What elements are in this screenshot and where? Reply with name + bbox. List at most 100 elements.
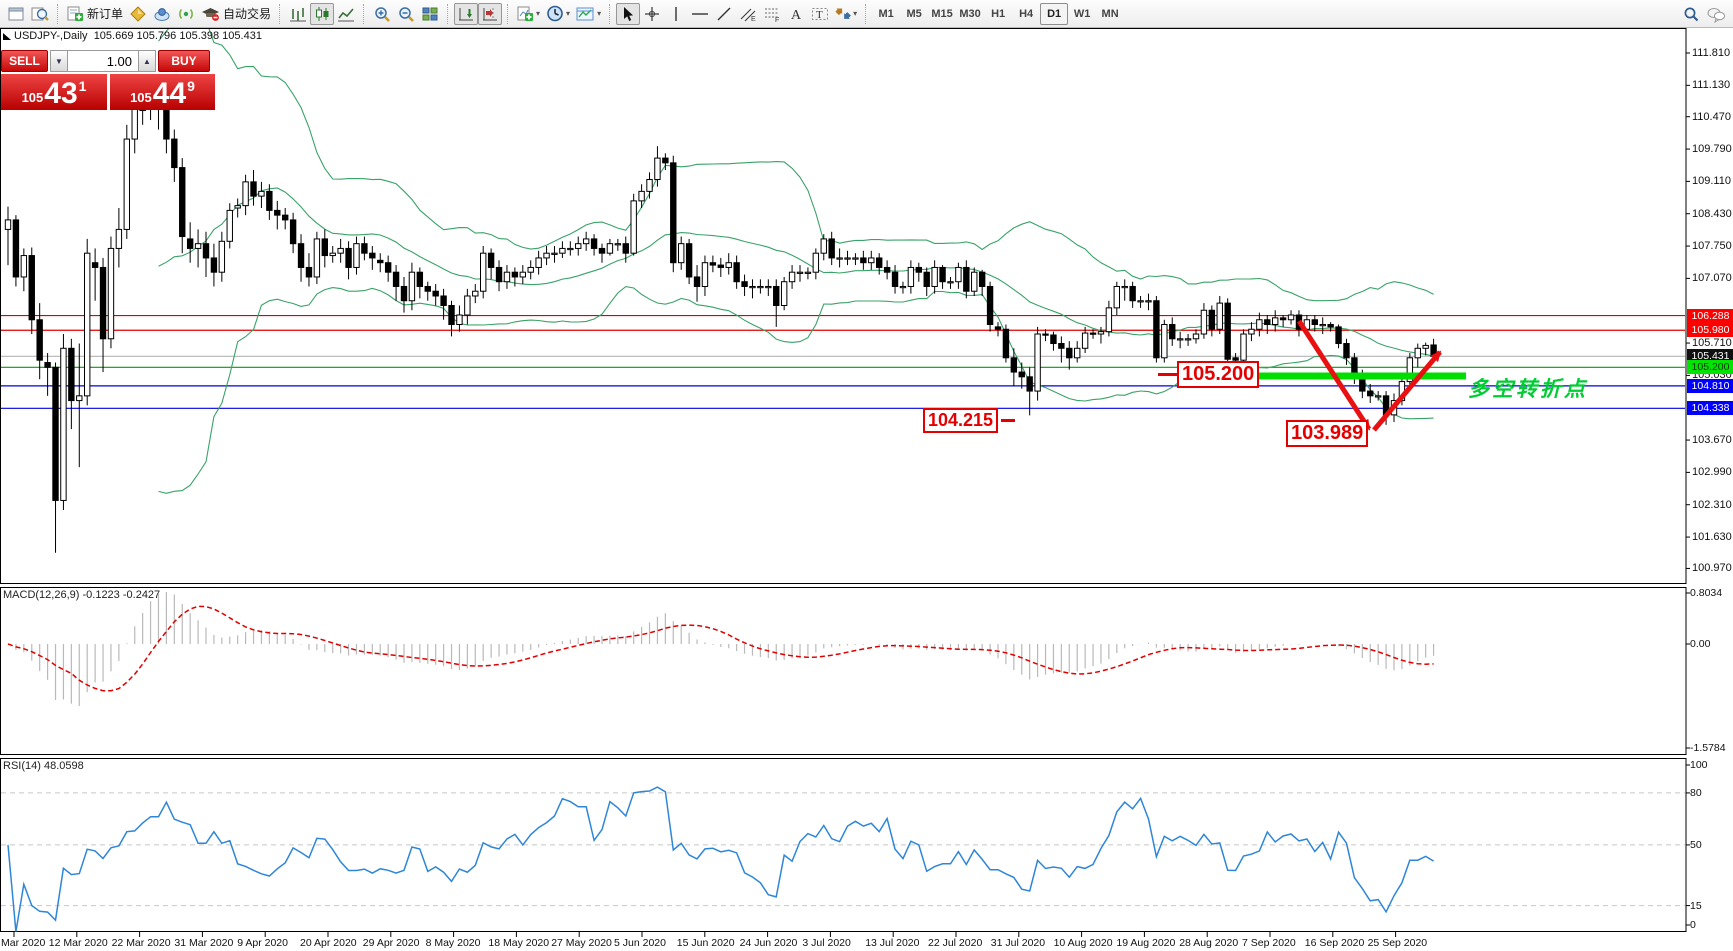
new-order-button[interactable]: 新订单 <box>64 3 126 25</box>
cursor-icon[interactable] <box>616 2 641 25</box>
autotrading-button[interactable]: 自动交易 <box>198 3 274 25</box>
price-axis-tick: 100.970 <box>1692 562 1732 575</box>
tile-windows-icon[interactable] <box>418 3 442 25</box>
macd-name: MACD(12,26,9) <box>3 589 80 601</box>
price-axis-tick: 111.810 <box>1692 47 1731 59</box>
market-icon[interactable] <box>150 3 174 25</box>
date-axis-label: 31 Jul 2020 <box>990 937 1046 949</box>
date-axis-label: 13 Jul 2020 <box>865 937 920 949</box>
rsi-axis-tick: 0 <box>1690 919 1696 931</box>
periods-icon[interactable]: ▾ <box>543 3 573 25</box>
sell-button[interactable]: SELL <box>1 50 48 72</box>
candlestick-chart-icon[interactable] <box>310 2 335 25</box>
zoom-out-icon[interactable] <box>394 3 418 25</box>
autotrading-label: 自动交易 <box>223 7 272 21</box>
buy-price-quote[interactable]: 105 44 9 <box>110 74 215 110</box>
date-axis-label: 31 Mar 2020 <box>174 937 234 949</box>
horizontal-line-icon[interactable] <box>688 3 712 25</box>
search-icon[interactable] <box>1679 3 1703 25</box>
toolbar-right <box>1679 2 1729 26</box>
date-axis-label: 16 Sep 2020 <box>1304 937 1365 949</box>
date-axis-label: 10 Aug 2020 <box>1053 937 1113 949</box>
timeframe-m5[interactable]: M5 <box>906 7 922 20</box>
volume-increase-button[interactable]: ▲ <box>138 50 156 72</box>
volume-input[interactable] <box>68 50 138 72</box>
timeframe-w1[interactable]: W1 <box>1073 7 1091 20</box>
timeframe-group: M1 M5 M15 M30 H1 H4 D1 W1 MN <box>872 1 1124 27</box>
turning-point-annotation[interactable]: 多空转折点 <box>1468 378 1588 401</box>
new-order-label: 新订单 <box>87 7 124 21</box>
auto-scroll-icon[interactable] <box>454 2 479 25</box>
symbol-chart-icon <box>3 33 11 40</box>
toolbar-group-objects: E F A T ▾ <box>616 1 860 27</box>
metaeditor-icon[interactable] <box>126 3 150 25</box>
trendline-icon[interactable] <box>712 3 736 25</box>
price-axis-tick: 102.990 <box>1692 466 1732 479</box>
price-label-105200[interactable]: 105.200 <box>1177 361 1260 388</box>
timeframe-d1[interactable]: D1 <box>1040 2 1069 25</box>
chart-shift-icon[interactable] <box>478 2 503 25</box>
date-axis-label: 22 Mar 2020 <box>111 937 171 949</box>
price-axis-badge: 105.200 <box>1687 360 1733 375</box>
indicators-icon[interactable]: ▾ <box>514 3 543 25</box>
timeframe-h1[interactable]: H1 <box>991 7 1006 20</box>
toolbar-separator <box>363 3 365 24</box>
timeframe-m1[interactable]: M1 <box>878 7 894 20</box>
price-axis-tick: 101.630 <box>1692 531 1732 544</box>
line-chart-icon[interactable] <box>334 3 358 25</box>
dropdown-caret: ▾ <box>536 9 541 18</box>
date-axis-label: 22 Jul 2020 <box>928 937 983 949</box>
equidistant-channel-icon[interactable]: E <box>736 3 760 25</box>
dropdown-caret: ▾ <box>597 9 602 18</box>
price-axis-tick: 105.710 <box>1692 337 1732 350</box>
timeframe-m15[interactable]: M15 <box>931 7 953 20</box>
toolbar: 新订单 自动交易 <box>0 0 1733 28</box>
date-axis-label: 7 Sep 2020 <box>1242 937 1296 949</box>
toolbar-group-insert: ▾ ▾ ▾ <box>514 1 604 27</box>
price-axis-badge: 104.810 <box>1687 378 1733 393</box>
text-icon[interactable]: A <box>784 3 808 25</box>
buy-price-pip: 9 <box>187 78 195 94</box>
price-label-104215[interactable]: 104.215 <box>923 408 999 433</box>
price-axis-tick: 111.130 <box>1692 79 1731 92</box>
buy-button[interactable]: BUY <box>158 50 210 72</box>
price-axis-badge: 104.338 <box>1687 401 1733 416</box>
toolbar-group-chart-type <box>286 1 358 27</box>
svg-text:T: T <box>816 9 823 21</box>
chat-icon[interactable] <box>1703 3 1729 25</box>
price-axis-tick: 107.070 <box>1692 272 1732 285</box>
text-label-icon[interactable]: T <box>808 3 832 25</box>
sell-price-quote[interactable]: 105 43 1 <box>1 74 107 110</box>
timeframe-m30[interactable]: M30 <box>959 7 981 20</box>
bar-chart-icon[interactable] <box>286 3 310 25</box>
new-window-icon[interactable] <box>4 3 28 25</box>
toolbar-group-scroll <box>454 1 503 27</box>
date-axis-label: 27 May 2020 <box>551 937 612 949</box>
rsi-label: RSI(14) 48.0598 <box>3 760 84 772</box>
toolbar-separator <box>57 3 59 24</box>
price-axis-tick: 107.750 <box>1692 240 1732 253</box>
toolbar-group-windows <box>4 1 52 27</box>
sell-price-pip: 1 <box>78 78 87 94</box>
toolbar-separator <box>609 3 611 24</box>
price-axis-tick: 109.790 <box>1692 143 1732 156</box>
rsi-axis-tick: 100 <box>1690 759 1708 771</box>
svg-text:A: A <box>791 8 802 22</box>
templates-icon[interactable]: ▾ <box>573 3 604 25</box>
timeframe-h4[interactable]: H4 <box>1019 7 1034 20</box>
crosshair-icon[interactable] <box>640 3 664 25</box>
vertical-line-icon[interactable] <box>664 3 688 25</box>
preview-icon[interactable] <box>28 3 52 25</box>
dropdown-caret: ▾ <box>566 9 571 18</box>
toolbar-group-trading: 新订单 自动交易 <box>64 1 274 27</box>
zoom-in-icon[interactable] <box>370 3 394 25</box>
price-label-103989[interactable]: 103.989 <box>1286 420 1369 447</box>
volume-decrease-button[interactable]: ▼ <box>50 50 68 72</box>
arrows-icon[interactable]: ▾ <box>832 3 860 25</box>
macd-axis-tick: 0.8034 <box>1690 587 1723 599</box>
timeframe-mn[interactable]: MN <box>1101 7 1119 20</box>
signals-icon[interactable] <box>174 3 198 25</box>
price-axis-tick: 108.430 <box>1692 207 1732 220</box>
fibonacci-icon[interactable]: F <box>760 3 784 25</box>
